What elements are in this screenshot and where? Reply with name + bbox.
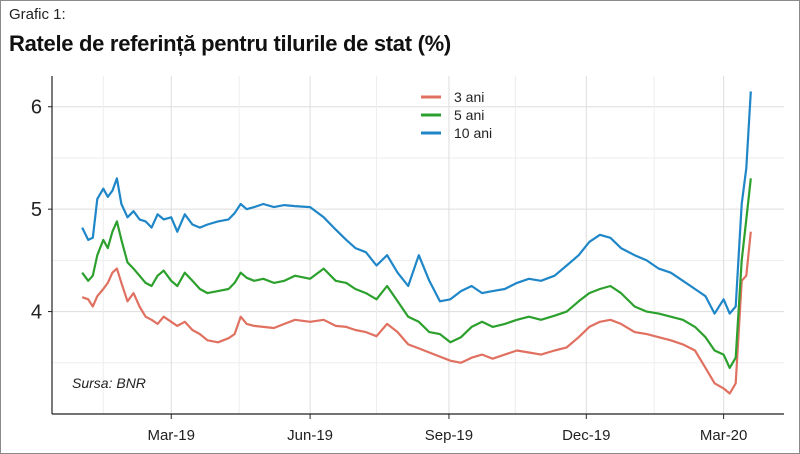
series-line-5-ani: [81, 178, 752, 369]
x-tick-label-Mar-20: Mar-20: [700, 427, 748, 444]
figure-pretitle: Grafic 1:: [9, 6, 66, 23]
chart-title: Ratele de referință pentru tilurile de s…: [9, 31, 451, 56]
legend: 3 ani 5 ani 10 ani: [421, 89, 492, 141]
grid: [52, 76, 784, 414]
axes: 4 5 6 Mar-19 Jun-19 Sep-19 Dec-19 Mar-20: [31, 76, 784, 444]
legend-label-1: 5 ani: [454, 107, 484, 123]
y-tick-label-6: 6: [31, 97, 42, 119]
plot-background: [52, 76, 784, 414]
legend-label-0: 3 ani: [454, 89, 484, 105]
x-tick-label-Dec-19: Dec-19: [562, 427, 610, 444]
legend-label-2: 10 ani: [454, 125, 492, 141]
x-tick-label-Sep-19: Sep-19: [425, 427, 473, 444]
series-line-3-ani: [81, 231, 752, 395]
series-line-10-ani: [81, 91, 752, 315]
source-note: Sursa: BNR: [72, 375, 146, 391]
y-tick-label-4: 4: [31, 302, 42, 324]
series-lines: [81, 91, 752, 395]
y-tick-label-5: 5: [31, 199, 42, 221]
x-tick-label-Jun-19: Jun-19: [287, 427, 333, 444]
x-tick-label-Mar-19: Mar-19: [147, 427, 195, 444]
